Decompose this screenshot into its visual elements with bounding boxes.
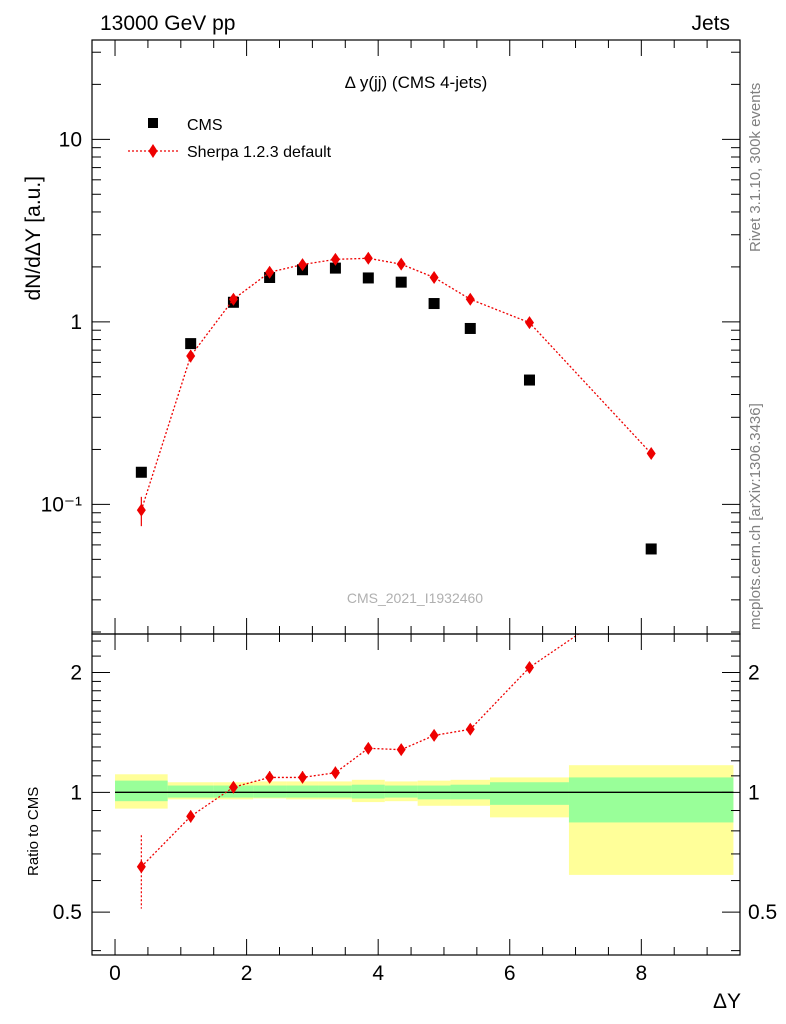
cms-data-point	[135, 466, 147, 478]
ratio-line	[140, 634, 580, 868]
ratio-y-tick-label: 2	[70, 662, 82, 685]
cms-data-point	[185, 338, 197, 350]
cms-data-point	[645, 543, 657, 555]
x-tick-label: 6	[504, 962, 516, 985]
sherpa-data-point	[465, 292, 475, 306]
cms-data-point	[464, 322, 476, 334]
cms-data-point	[329, 262, 341, 274]
ratio-frame	[91, 633, 741, 956]
x-tick-label: 0	[109, 962, 121, 985]
ratio-data-point	[298, 770, 308, 784]
ratio-data-point	[265, 770, 275, 784]
watermark-label: CMS_2021_I1932460	[347, 590, 483, 606]
ratio-data-point	[186, 809, 196, 823]
header-right-label: Jets	[691, 12, 730, 35]
legend: CMS Sherpa 1.2.3 default	[128, 117, 332, 161]
rivet-side-label: Rivet 3.1.10, 300k events	[747, 83, 764, 252]
uncertainty-band-inner	[384, 785, 418, 798]
cms-data-point	[362, 272, 374, 284]
sherpa-data-point	[186, 349, 196, 363]
ratio-data-point	[228, 780, 238, 794]
uncertainty-band-inner	[115, 780, 168, 802]
legend-label-sherpa: Sherpa 1.2.3 default	[187, 144, 332, 161]
x-axis-label: ΔY	[713, 990, 741, 1013]
legend-marker-cms	[148, 118, 158, 128]
main-y-axis-label: dN/dΔY [a.u.]	[22, 176, 45, 301]
ratio-y-tick-label: 0.5	[53, 901, 82, 924]
uncertainty-band-inner	[490, 782, 569, 805]
cms-data-point	[395, 276, 407, 288]
ratio-data-point	[396, 743, 406, 757]
sherpa-line	[140, 257, 652, 511]
ratio-panel: 0.5 0.5 1 1 2 2 0 2 4 6 8 Ratio to CMS ΔY	[25, 633, 777, 1013]
ratio-data-point	[136, 860, 146, 874]
sherpa-data-point	[228, 292, 238, 306]
cms-data-point	[428, 298, 440, 310]
sherpa-data-point	[363, 251, 373, 265]
uncertainty-band-inner	[351, 784, 385, 799]
header-left-label: 13000 GeV pp	[100, 12, 235, 35]
cms-data-point	[523, 374, 535, 386]
sherpa-data-point	[330, 252, 340, 266]
sherpa-data-point	[298, 258, 308, 272]
legend-marker-sherpa	[148, 144, 158, 158]
main-y-tick-label: 1	[70, 311, 82, 334]
main-title: Δ y(jj) (CMS 4-jets)	[345, 73, 488, 92]
x-tick-label: 2	[241, 962, 253, 985]
main-y-tick-label: 10⁻¹	[41, 493, 82, 516]
ratio-data-point	[330, 766, 340, 780]
ratio-data-point	[524, 660, 534, 674]
mcplots-side-label: mcplots.cern.ch [arXiv:1306.3436]	[747, 403, 764, 630]
sherpa-data-point	[396, 257, 406, 271]
ratio-y-axis-label: Ratio to CMS	[25, 787, 42, 876]
uncertainty-band-inner	[318, 785, 352, 798]
ratio-data-point	[363, 741, 373, 755]
ratio-data-point	[429, 728, 439, 742]
ratio-y-tick-label: 1	[70, 781, 82, 804]
uncertainty-band-inner	[167, 785, 214, 798]
ratio-y-tick-label-right: 2	[748, 662, 760, 685]
uncertainty-band-inner	[253, 785, 287, 798]
x-tick-label: 4	[372, 962, 384, 985]
uncertainty-band-inner	[568, 777, 734, 823]
ratio-data-point	[465, 722, 475, 736]
ratio-y-tick-label-right: 1	[748, 781, 760, 804]
legend-label-cms: CMS	[187, 117, 223, 134]
sherpa-data-point	[265, 265, 275, 279]
sherpa-data-point	[524, 316, 534, 330]
sherpa-data-point	[136, 503, 146, 517]
x-tick-label: 8	[635, 962, 647, 985]
sherpa-data-point	[429, 270, 439, 284]
ratio-y-tick-label-right: 0.5	[748, 901, 777, 924]
uncertainty-band-inner	[286, 785, 319, 798]
main-y-tick-label: 10	[59, 128, 82, 151]
sherpa-data-point	[646, 447, 656, 461]
